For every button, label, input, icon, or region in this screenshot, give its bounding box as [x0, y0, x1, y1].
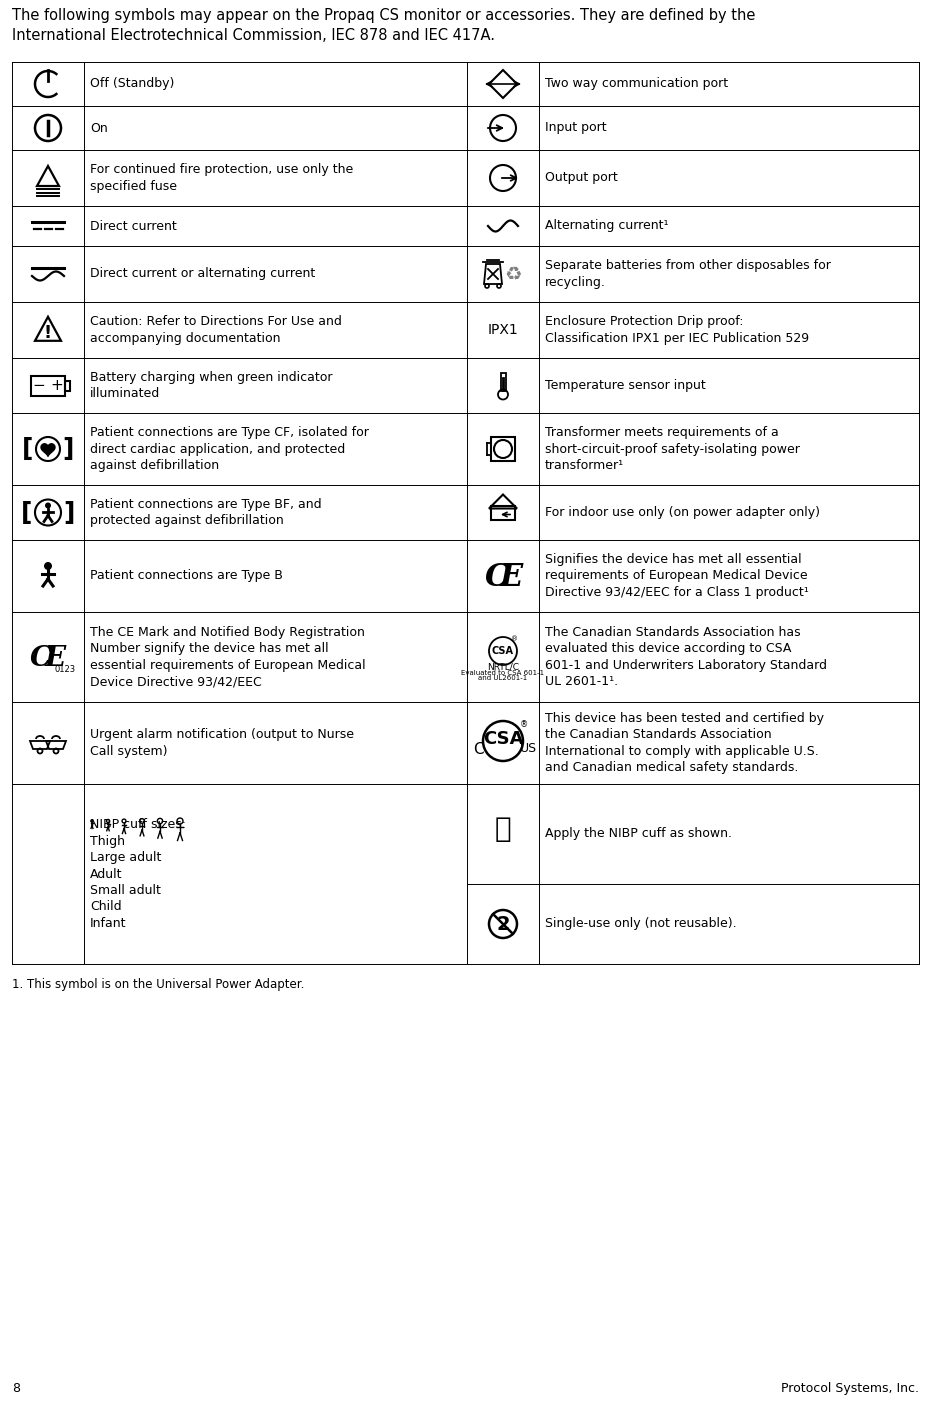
Text: NRTL/C: NRTL/C — [487, 662, 519, 672]
Bar — [491, 505, 515, 520]
Text: 8: 8 — [12, 1382, 20, 1395]
Text: E: E — [45, 645, 65, 672]
Text: CSA: CSA — [492, 647, 514, 657]
Text: ]: ] — [62, 436, 74, 460]
Text: Transformer meets requirements of a
short-circuit-proof safety-isolating power
t: Transformer meets requirements of a shor… — [545, 426, 800, 472]
Text: For continued fire protection, use only the
specified fuse: For continued fire protection, use only … — [90, 164, 353, 193]
Text: !: ! — [44, 323, 52, 342]
Text: C: C — [485, 562, 509, 593]
Text: C: C — [30, 645, 52, 672]
Text: +: + — [50, 378, 63, 393]
Text: ]: ] — [63, 500, 74, 524]
Bar — [501, 373, 506, 391]
Text: Direct current or alternating current: Direct current or alternating current — [90, 267, 316, 281]
Text: Direct current: Direct current — [90, 219, 177, 233]
Text: Alternating current¹: Alternating current¹ — [545, 219, 668, 233]
Text: The Canadian Standards Association has
evaluated this device according to CSA
60: The Canadian Standards Association has e… — [545, 626, 827, 688]
Text: E: E — [499, 562, 522, 593]
Text: Enclosure Protection Drip proof:
Classification IPX1 per IEC Publication 529: Enclosure Protection Drip proof: Classif… — [545, 315, 809, 345]
Text: IPX1: IPX1 — [488, 323, 519, 337]
Text: ®: ® — [511, 635, 519, 642]
Text: Separate batteries from other disposables for
recycling.: Separate batteries from other disposable… — [545, 260, 830, 288]
Text: ®: ® — [519, 720, 528, 730]
Bar — [491, 436, 515, 460]
Text: 0123: 0123 — [54, 665, 75, 674]
Text: Patient connections are Type CF, isolated for
direct cardiac application, and pr: Patient connections are Type CF, isolate… — [90, 426, 369, 472]
Text: [: [ — [22, 436, 34, 460]
Text: NIBP cuff sizes:
Thigh
Large adult
Adult
Small adult
Child
Infant: NIBP cuff sizes: Thigh Large adult Adult… — [90, 818, 186, 931]
Text: Evaluated to CSA 601-1: Evaluated to CSA 601-1 — [462, 671, 545, 676]
Text: Two way communication port: Two way communication port — [545, 78, 728, 90]
Bar — [65, 380, 70, 391]
Text: This device has been tested and certified by
the Canadian Standards Association
: This device has been tested and certifie… — [545, 712, 824, 774]
Text: ♻: ♻ — [505, 264, 521, 284]
Text: Output port: Output port — [545, 171, 618, 185]
Text: Input port: Input port — [545, 121, 607, 134]
Text: CSA: CSA — [483, 730, 523, 748]
Text: Single-use only (not reusable).: Single-use only (not reusable). — [545, 918, 736, 931]
Bar — [31, 376, 65, 395]
Text: 2: 2 — [496, 915, 510, 933]
Circle shape — [45, 503, 51, 508]
Text: Off (Standby): Off (Standby) — [90, 78, 174, 90]
Text: Battery charging when green indicator
illuminated: Battery charging when green indicator il… — [90, 371, 332, 400]
Text: Urgent alarm notification (output to Nurse
Call system): Urgent alarm notification (output to Nur… — [90, 729, 354, 758]
Circle shape — [44, 562, 52, 570]
Text: Caution: Refer to Directions For Use and
accompanying documentation: Caution: Refer to Directions For Use and… — [90, 315, 342, 345]
Text: Apply the NIBP cuff as shown.: Apply the NIBP cuff as shown. — [545, 827, 732, 840]
Text: Signifies the device has met all essential
requirements of European Medical Devi: Signifies the device has met all essenti… — [545, 554, 809, 599]
Text: C: C — [473, 741, 483, 757]
Text: US: US — [519, 743, 536, 755]
Text: 🧍: 🧍 — [494, 815, 511, 843]
Text: 1. This symbol is on the Universal Power Adapter.: 1. This symbol is on the Universal Power… — [12, 979, 304, 991]
Text: [: [ — [21, 500, 33, 524]
Text: and UL2601-1: and UL2601-1 — [479, 675, 528, 681]
Text: Patient connections are Type B: Patient connections are Type B — [90, 569, 283, 583]
Text: On: On — [90, 121, 108, 134]
Text: Protocol Systems, Inc.: Protocol Systems, Inc. — [781, 1382, 919, 1395]
Text: The following symbols may appear on the Propaq CS monitor or accessories. They a: The following symbols may appear on the … — [12, 8, 755, 42]
Text: For indoor use only (on power adapter only): For indoor use only (on power adapter on… — [545, 505, 820, 520]
Polygon shape — [41, 443, 55, 456]
Text: Temperature sensor input: Temperature sensor input — [545, 378, 706, 393]
Text: Patient connections are Type BF, and
protected against defibrillation: Patient connections are Type BF, and pro… — [90, 498, 321, 527]
Text: The CE Mark and Notified Body Registration
Number signify the device has met all: The CE Mark and Notified Body Registrati… — [90, 626, 366, 688]
Text: −: − — [33, 378, 46, 393]
